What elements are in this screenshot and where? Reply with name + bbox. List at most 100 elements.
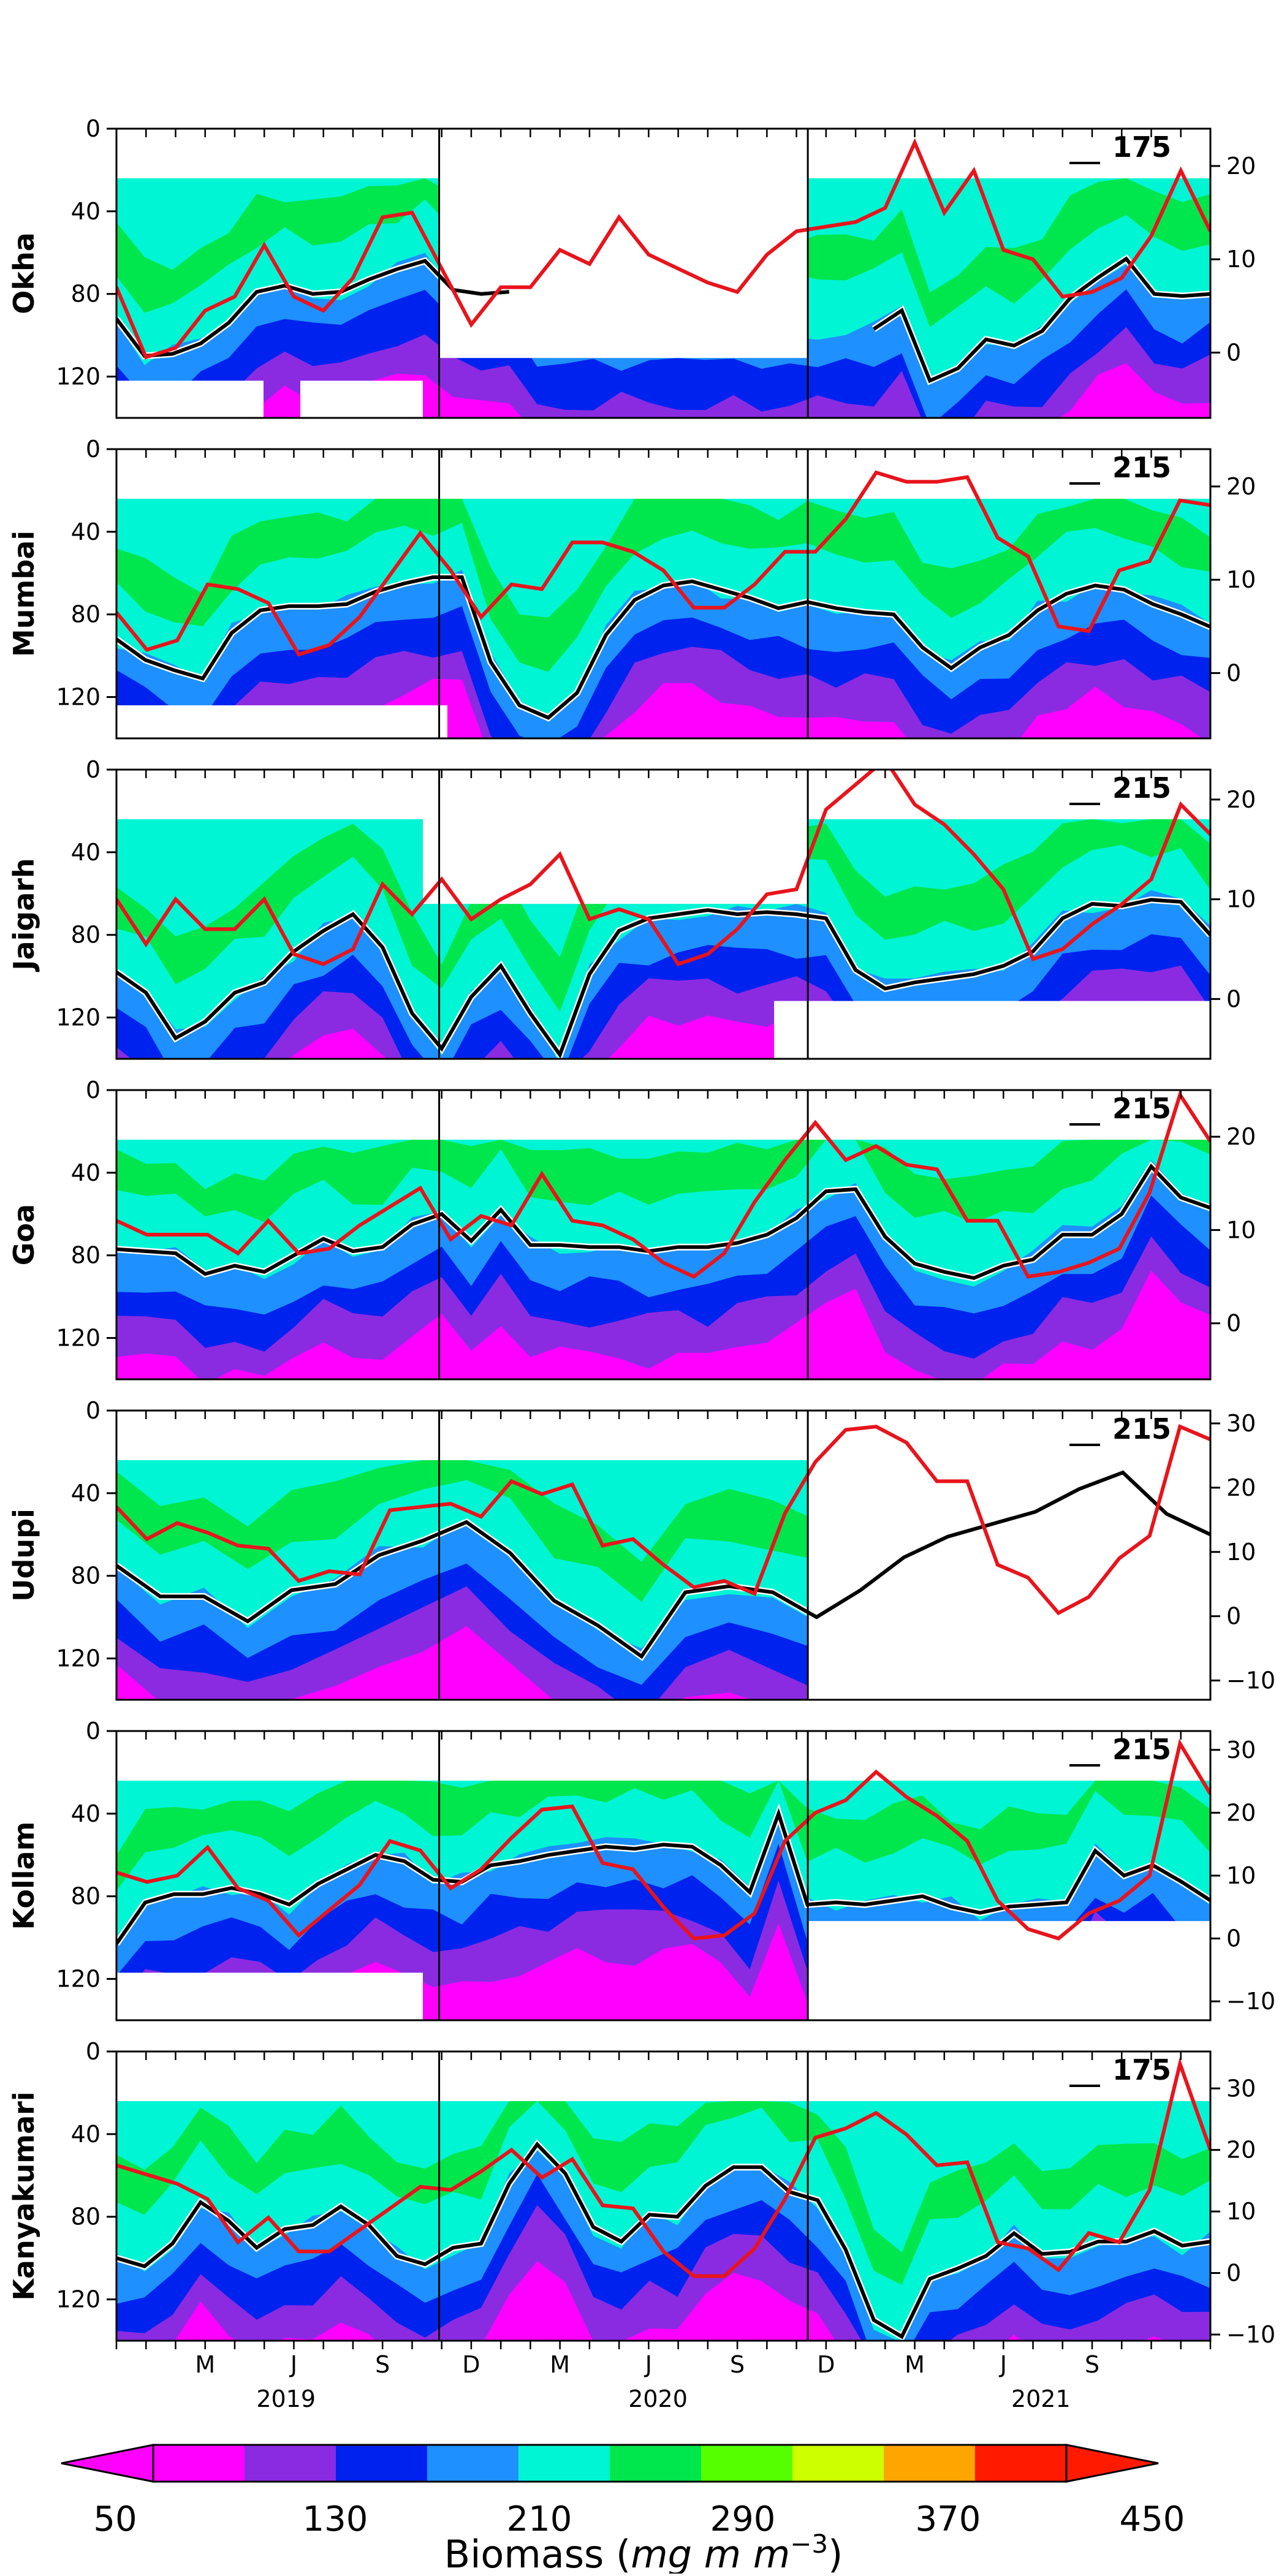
right-tick-label: 10 xyxy=(1226,886,1256,913)
isoline-legend-label: 215 xyxy=(1112,1733,1171,1766)
month-tick-label: J xyxy=(289,2351,297,2378)
x-axis: M J S D M J S D M J S 2019 2020 2021 xyxy=(115,2341,1212,2412)
contour-band xyxy=(116,2174,1210,2341)
month-tick-label: M xyxy=(550,2351,570,2378)
no-data-mask xyxy=(116,1972,423,2020)
biomass-contour-fill xyxy=(116,1411,1210,1700)
panel-okha: 0 40 80 120 0 10 20 Okha 175 xyxy=(7,115,1256,419)
isoline-175 xyxy=(873,256,1210,384)
right-tick-label: 10 xyxy=(1226,1862,1256,1889)
month-tick-label: S xyxy=(1085,2351,1099,2378)
colorbar-segment xyxy=(245,2445,336,2482)
colorbar-frame xyxy=(152,2444,1068,2483)
contour-band xyxy=(116,2205,1210,2341)
colorbar-segment xyxy=(610,2445,702,2482)
left-tick-label: 0 xyxy=(86,1077,101,1104)
year-label: 2019 xyxy=(256,2385,316,2412)
panel-jaigarh: 0 40 80 120 0 10 20 Jaigarh 215 xyxy=(7,756,1256,1060)
panel-frame xyxy=(115,768,1212,1060)
no-data-mask xyxy=(808,1411,1210,1700)
colorbar: 50 130 210 290 370 450 Biomass (mg m m−3) xyxy=(61,2444,1185,2576)
month-tick-label: J xyxy=(999,2351,1007,2378)
isoline-legend-label: 215 xyxy=(1112,1412,1171,1445)
colorbar-segment xyxy=(701,2445,793,2482)
contour-band xyxy=(116,1001,1210,1059)
panel-udupi: 0 40 80 120 −10 0 10 20 30 Udupi 215 xyxy=(7,1397,1275,1701)
station-label: Okha xyxy=(7,232,40,314)
left-tick-label: 40 xyxy=(71,518,101,545)
right-tick-label: −10 xyxy=(1226,1667,1275,1694)
left-tick-label: 40 xyxy=(71,839,101,866)
right-tick-label: 20 xyxy=(1226,1123,1256,1150)
right-tick-label: 10 xyxy=(1226,246,1256,273)
left-tick-label: 40 xyxy=(71,1480,101,1507)
biomass-contour-fill xyxy=(116,2051,1210,2341)
no-data-mask xyxy=(116,705,447,738)
colorbar-tick-label: 370 xyxy=(916,2499,981,2539)
isoline-legend-label: 175 xyxy=(1112,2053,1171,2086)
left-tick-label: 120 xyxy=(56,363,101,390)
year-label: 2021 xyxy=(1011,2385,1071,2412)
right-tick-label: 0 xyxy=(1226,1925,1241,1952)
right-tick-label: −10 xyxy=(1226,2321,1275,2348)
right-tick-label: 10 xyxy=(1226,566,1256,593)
colorbar-segment xyxy=(153,2445,245,2482)
colorbar-tick-label: 50 xyxy=(93,2499,137,2539)
right-tick-label: 0 xyxy=(1226,339,1241,366)
contour-band xyxy=(116,1236,1210,1379)
contour-band xyxy=(116,2261,1210,2341)
left-tick-label: 0 xyxy=(86,756,101,783)
left-tick-label: 40 xyxy=(71,1159,101,1186)
right-tick-label: 20 xyxy=(1226,473,1256,500)
temperature-line xyxy=(116,138,1210,360)
temperature-line xyxy=(116,1424,1210,1616)
colorbar-title: Biomass (mg m m−3) xyxy=(444,2529,843,2574)
right-tick-label: 30 xyxy=(1226,2075,1256,2102)
right-tick-label: 30 xyxy=(1226,1737,1256,1763)
right-tick-label: −10 xyxy=(1226,1988,1275,2015)
isoline-215 xyxy=(116,575,1210,720)
isoline-legend-label: 215 xyxy=(1112,451,1171,484)
no-data-mask xyxy=(116,1090,1210,1140)
no-data-mask xyxy=(116,2051,1210,2101)
left-tick-label: 80 xyxy=(71,1242,101,1269)
right-tick-label: 0 xyxy=(1226,1603,1241,1630)
left-tick-label: 40 xyxy=(71,1800,101,1827)
month-tick-label: J xyxy=(644,2351,652,2378)
left-tick-label: 80 xyxy=(71,601,101,628)
biomass-contour-fill xyxy=(116,1731,1210,2020)
isoline-legend-label: 215 xyxy=(1112,771,1171,805)
contour-band xyxy=(116,965,1210,1059)
temperature-line xyxy=(116,470,1210,657)
no-data-mask xyxy=(808,1921,1210,2020)
panel-frame xyxy=(115,1089,1212,1381)
colorbar-segment xyxy=(884,2445,976,2482)
no-data-mask xyxy=(116,770,1210,819)
month-tick-label: M xyxy=(195,2351,215,2378)
biomass-contour-fill xyxy=(116,129,1210,418)
left-tick-label: 0 xyxy=(86,115,101,142)
temperature-line xyxy=(116,2057,1210,2278)
colorbar-tick-label: 450 xyxy=(1120,2499,1185,2539)
left-tick-label: 80 xyxy=(71,2203,101,2230)
left-tick-label: 120 xyxy=(56,1645,101,1672)
colorbar-tick-label: 130 xyxy=(303,2499,368,2539)
month-tick-label: D xyxy=(817,2351,835,2378)
panel-kanyakumari: 0 40 80 120 −10 0 10 20 30 Kanyakumari 175 xyxy=(7,2038,1275,2348)
left-tick-label: 80 xyxy=(71,1563,101,1589)
colorbar-extend-low xyxy=(61,2444,154,2483)
biomass-contour-fill xyxy=(116,770,1210,1059)
colorbar-segment xyxy=(975,2445,1067,2482)
station-label: Kanyakumari xyxy=(7,2091,40,2300)
left-tick-label: 0 xyxy=(86,2038,101,2065)
month-tick-label: S xyxy=(375,2351,390,2378)
colorbar-tick-label: 210 xyxy=(507,2499,572,2539)
isoline-legend-label: 215 xyxy=(1112,1092,1171,1125)
isoline-215 xyxy=(116,898,1210,1059)
isoline-215 xyxy=(116,1808,1210,1945)
panel-frame xyxy=(115,1409,1212,1701)
panels: 0 40 80 120 0 10 20 Okha 175 0 40 80 120 0 10 20 Mumbai 2… xyxy=(7,115,1275,2348)
right-tick-label: 0 xyxy=(1226,985,1241,1012)
temperature-line xyxy=(116,1090,1210,1279)
